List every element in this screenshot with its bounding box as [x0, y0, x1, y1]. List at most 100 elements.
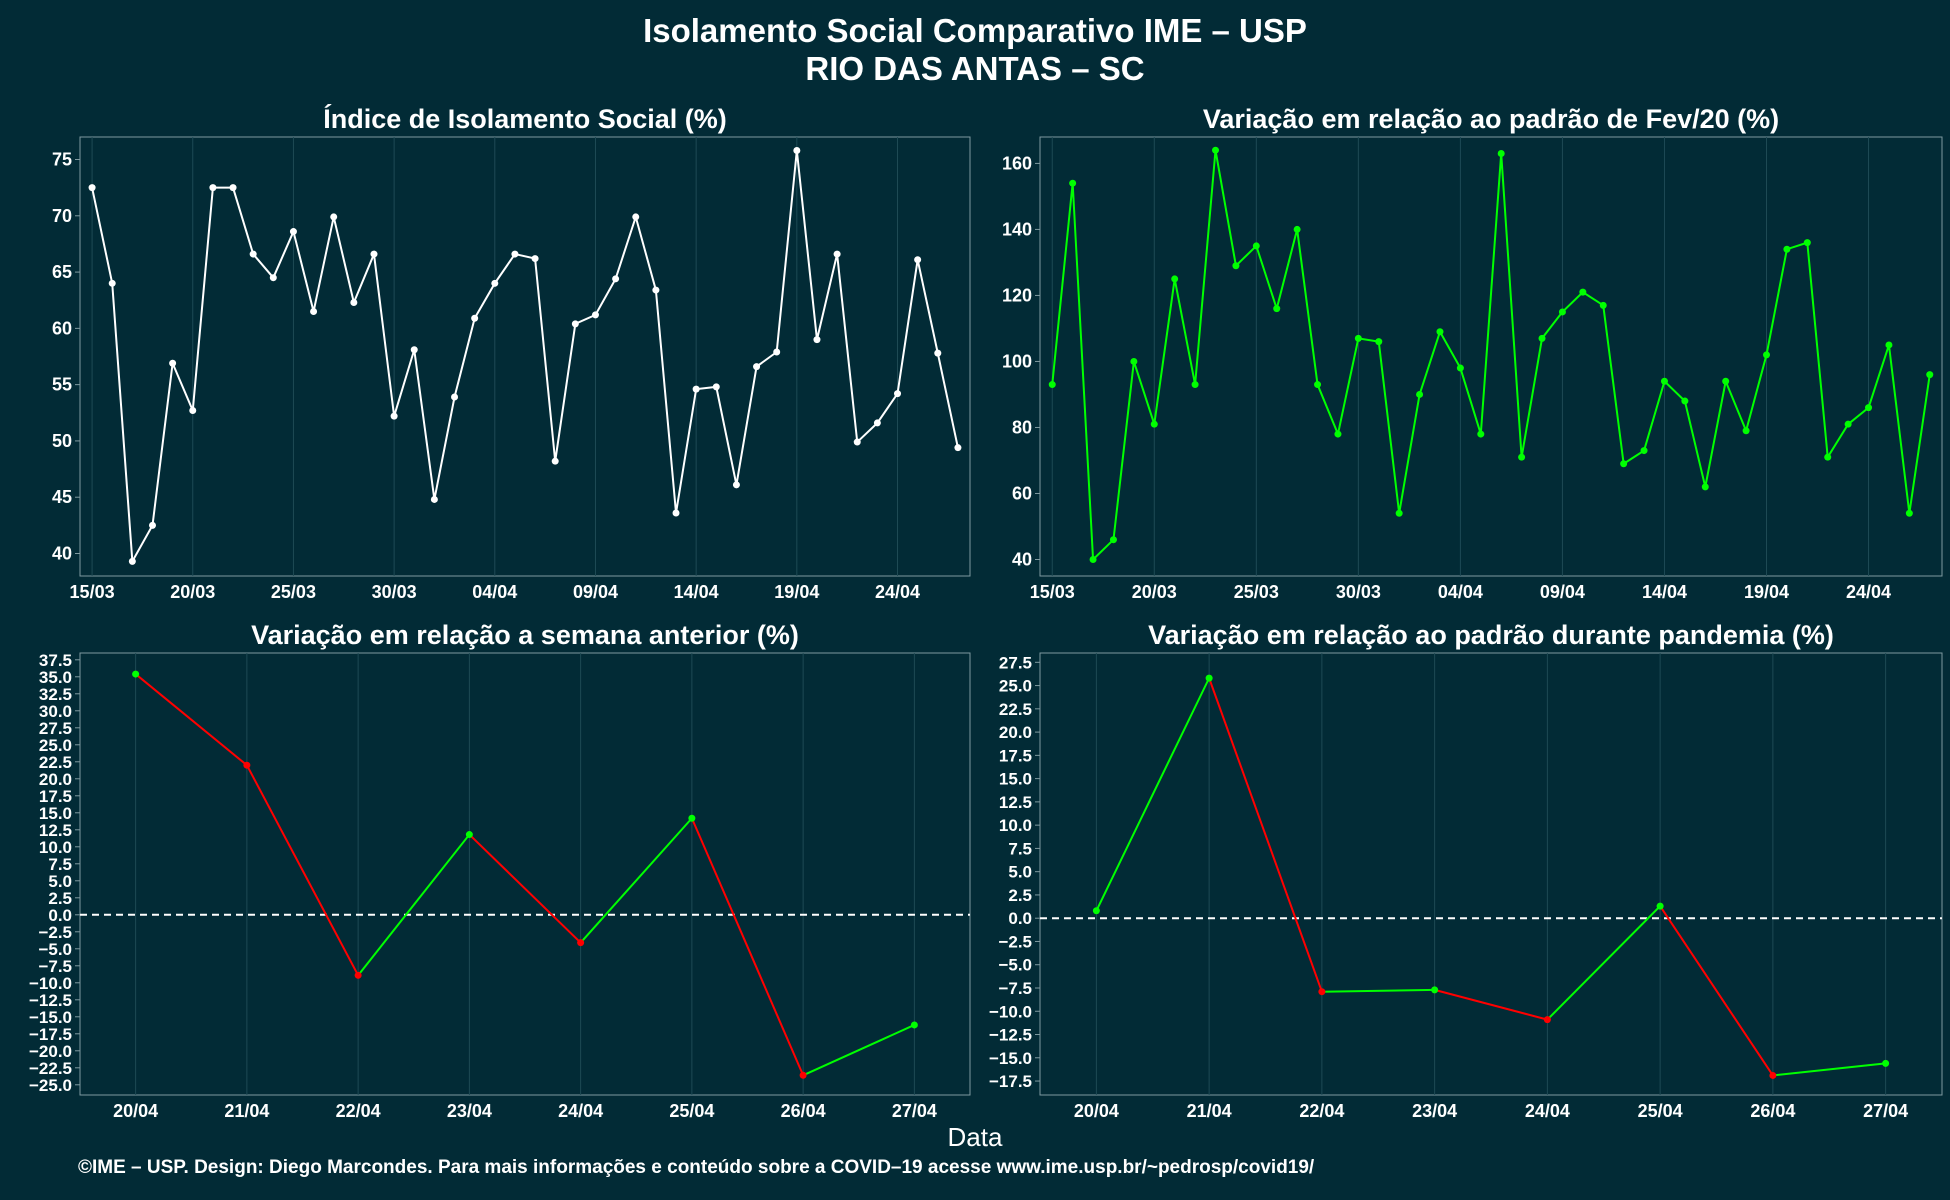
data-point — [330, 213, 338, 221]
data-point — [269, 274, 277, 282]
x-tick-label: 24/04 — [1525, 1101, 1570, 1121]
y-tick-label: −25.0 — [29, 1076, 72, 1095]
data-point — [1640, 447, 1648, 455]
y-tick-label: 40 — [52, 543, 72, 563]
data-point — [1314, 381, 1322, 389]
y-tick-label: 60 — [52, 318, 72, 338]
x-tick-label: 14/04 — [674, 582, 719, 602]
data-point — [712, 383, 720, 391]
y-tick-label: 40 — [1012, 549, 1032, 569]
data-point — [1543, 1016, 1551, 1024]
data-point — [1497, 150, 1505, 158]
data-point — [813, 336, 821, 344]
y-tick-label: −15.0 — [29, 1008, 72, 1027]
data-point — [1048, 381, 1056, 389]
x-tick-label: 24/04 — [558, 1101, 603, 1121]
y-tick-label: 45 — [52, 487, 72, 507]
y-tick-label: −7.5 — [38, 957, 72, 976]
y-tick-label: 160 — [1002, 153, 1032, 173]
x-tick-label: 27/04 — [1863, 1101, 1908, 1121]
plot-frame — [1039, 652, 1943, 1096]
y-tick-label: 5.0 — [1008, 863, 1032, 882]
data-point — [1069, 179, 1077, 187]
x-tick-label: 04/04 — [1438, 582, 1483, 602]
y-tick-label: 32.5 — [39, 685, 72, 704]
data-point — [350, 298, 358, 306]
x-tick-label: 20/03 — [1132, 582, 1177, 602]
series-segment — [1772, 1062, 1886, 1077]
chart-title-4: Variação em relação ao padrão durante pa… — [1148, 620, 1834, 650]
data-point — [1436, 328, 1444, 336]
data-point — [451, 393, 459, 401]
y-tick-label: −10.0 — [29, 974, 72, 993]
x-tick-label: 27/04 — [892, 1101, 937, 1121]
data-point — [799, 1071, 807, 1079]
data-point — [1089, 555, 1097, 563]
data-point — [1130, 357, 1138, 365]
chart-title-1: Índice de Isolamento Social (%) — [323, 103, 727, 134]
series-line — [91, 150, 959, 565]
y-tick-label: −2.5 — [998, 932, 1032, 951]
data-point — [310, 307, 318, 315]
data-point — [491, 279, 499, 287]
data-point — [894, 390, 902, 398]
data-point — [1681, 397, 1689, 405]
data-point — [531, 255, 539, 263]
y-tick-label: 22.5 — [39, 753, 72, 772]
y-tick-label: 60 — [1012, 483, 1032, 503]
y-tick-label: 55 — [52, 375, 72, 395]
y-tick-label: 10.0 — [39, 838, 72, 857]
y-tick-label: 50 — [52, 431, 72, 451]
data-point — [249, 250, 257, 258]
y-tick-label: 75 — [52, 150, 72, 170]
y-tick-label: 27.5 — [999, 653, 1032, 672]
y-tick-label: 140 — [1002, 219, 1032, 239]
data-point — [1742, 427, 1750, 435]
data-point — [511, 250, 519, 258]
data-point — [934, 349, 942, 357]
series-segment — [468, 833, 582, 944]
x-tick-label: 24/04 — [1846, 582, 1891, 602]
data-point — [1477, 430, 1485, 438]
page-subtitle: RIO DAS ANTAS – SC — [805, 50, 1145, 87]
data-point — [910, 1021, 918, 1029]
data-point — [1273, 305, 1281, 313]
data-point — [833, 250, 841, 258]
series-segment — [1546, 905, 1661, 1021]
y-tick-label: 15.0 — [39, 804, 72, 823]
x-tick-label: 21/04 — [224, 1101, 269, 1121]
x-tick-label: 20/03 — [170, 582, 215, 602]
y-tick-label: 25.0 — [999, 677, 1032, 696]
x-tick-label: 25/03 — [1234, 582, 1279, 602]
x-tick-label: 24/04 — [875, 582, 920, 602]
data-point — [1538, 334, 1546, 342]
data-point — [1334, 430, 1342, 438]
y-tick-label: −10.0 — [989, 1002, 1032, 1021]
data-point — [1558, 308, 1566, 316]
series-segment — [357, 833, 471, 976]
data-point — [1599, 301, 1607, 309]
data-point — [873, 419, 881, 427]
data-point — [1656, 902, 1664, 910]
y-tick-label: −5.0 — [998, 956, 1032, 975]
data-point — [1416, 390, 1424, 398]
series-segment — [1434, 988, 1548, 1021]
data-point — [773, 348, 781, 356]
series-segment — [802, 1024, 915, 1077]
x-tick-label: 20/04 — [1074, 1101, 1119, 1121]
y-tick-label: −20.0 — [29, 1042, 72, 1061]
data-point — [1926, 371, 1934, 379]
y-tick-label: 17.5 — [39, 787, 72, 806]
data-point — [289, 228, 297, 236]
data-point — [169, 359, 177, 367]
data-point — [108, 279, 116, 287]
y-tick-label: 2.5 — [1008, 886, 1032, 905]
x-tick-label: 23/04 — [447, 1101, 492, 1121]
y-tick-label: 20.0 — [39, 770, 72, 789]
data-point — [1171, 275, 1179, 283]
x-tick-label: 09/04 — [573, 582, 618, 602]
x-tick-label: 19/04 — [1744, 582, 1789, 602]
footer-caption: ©IME – USP. Design: Diego Marcondes. Par… — [78, 1157, 1315, 1178]
data-point — [1293, 225, 1301, 233]
data-point — [243, 761, 251, 769]
